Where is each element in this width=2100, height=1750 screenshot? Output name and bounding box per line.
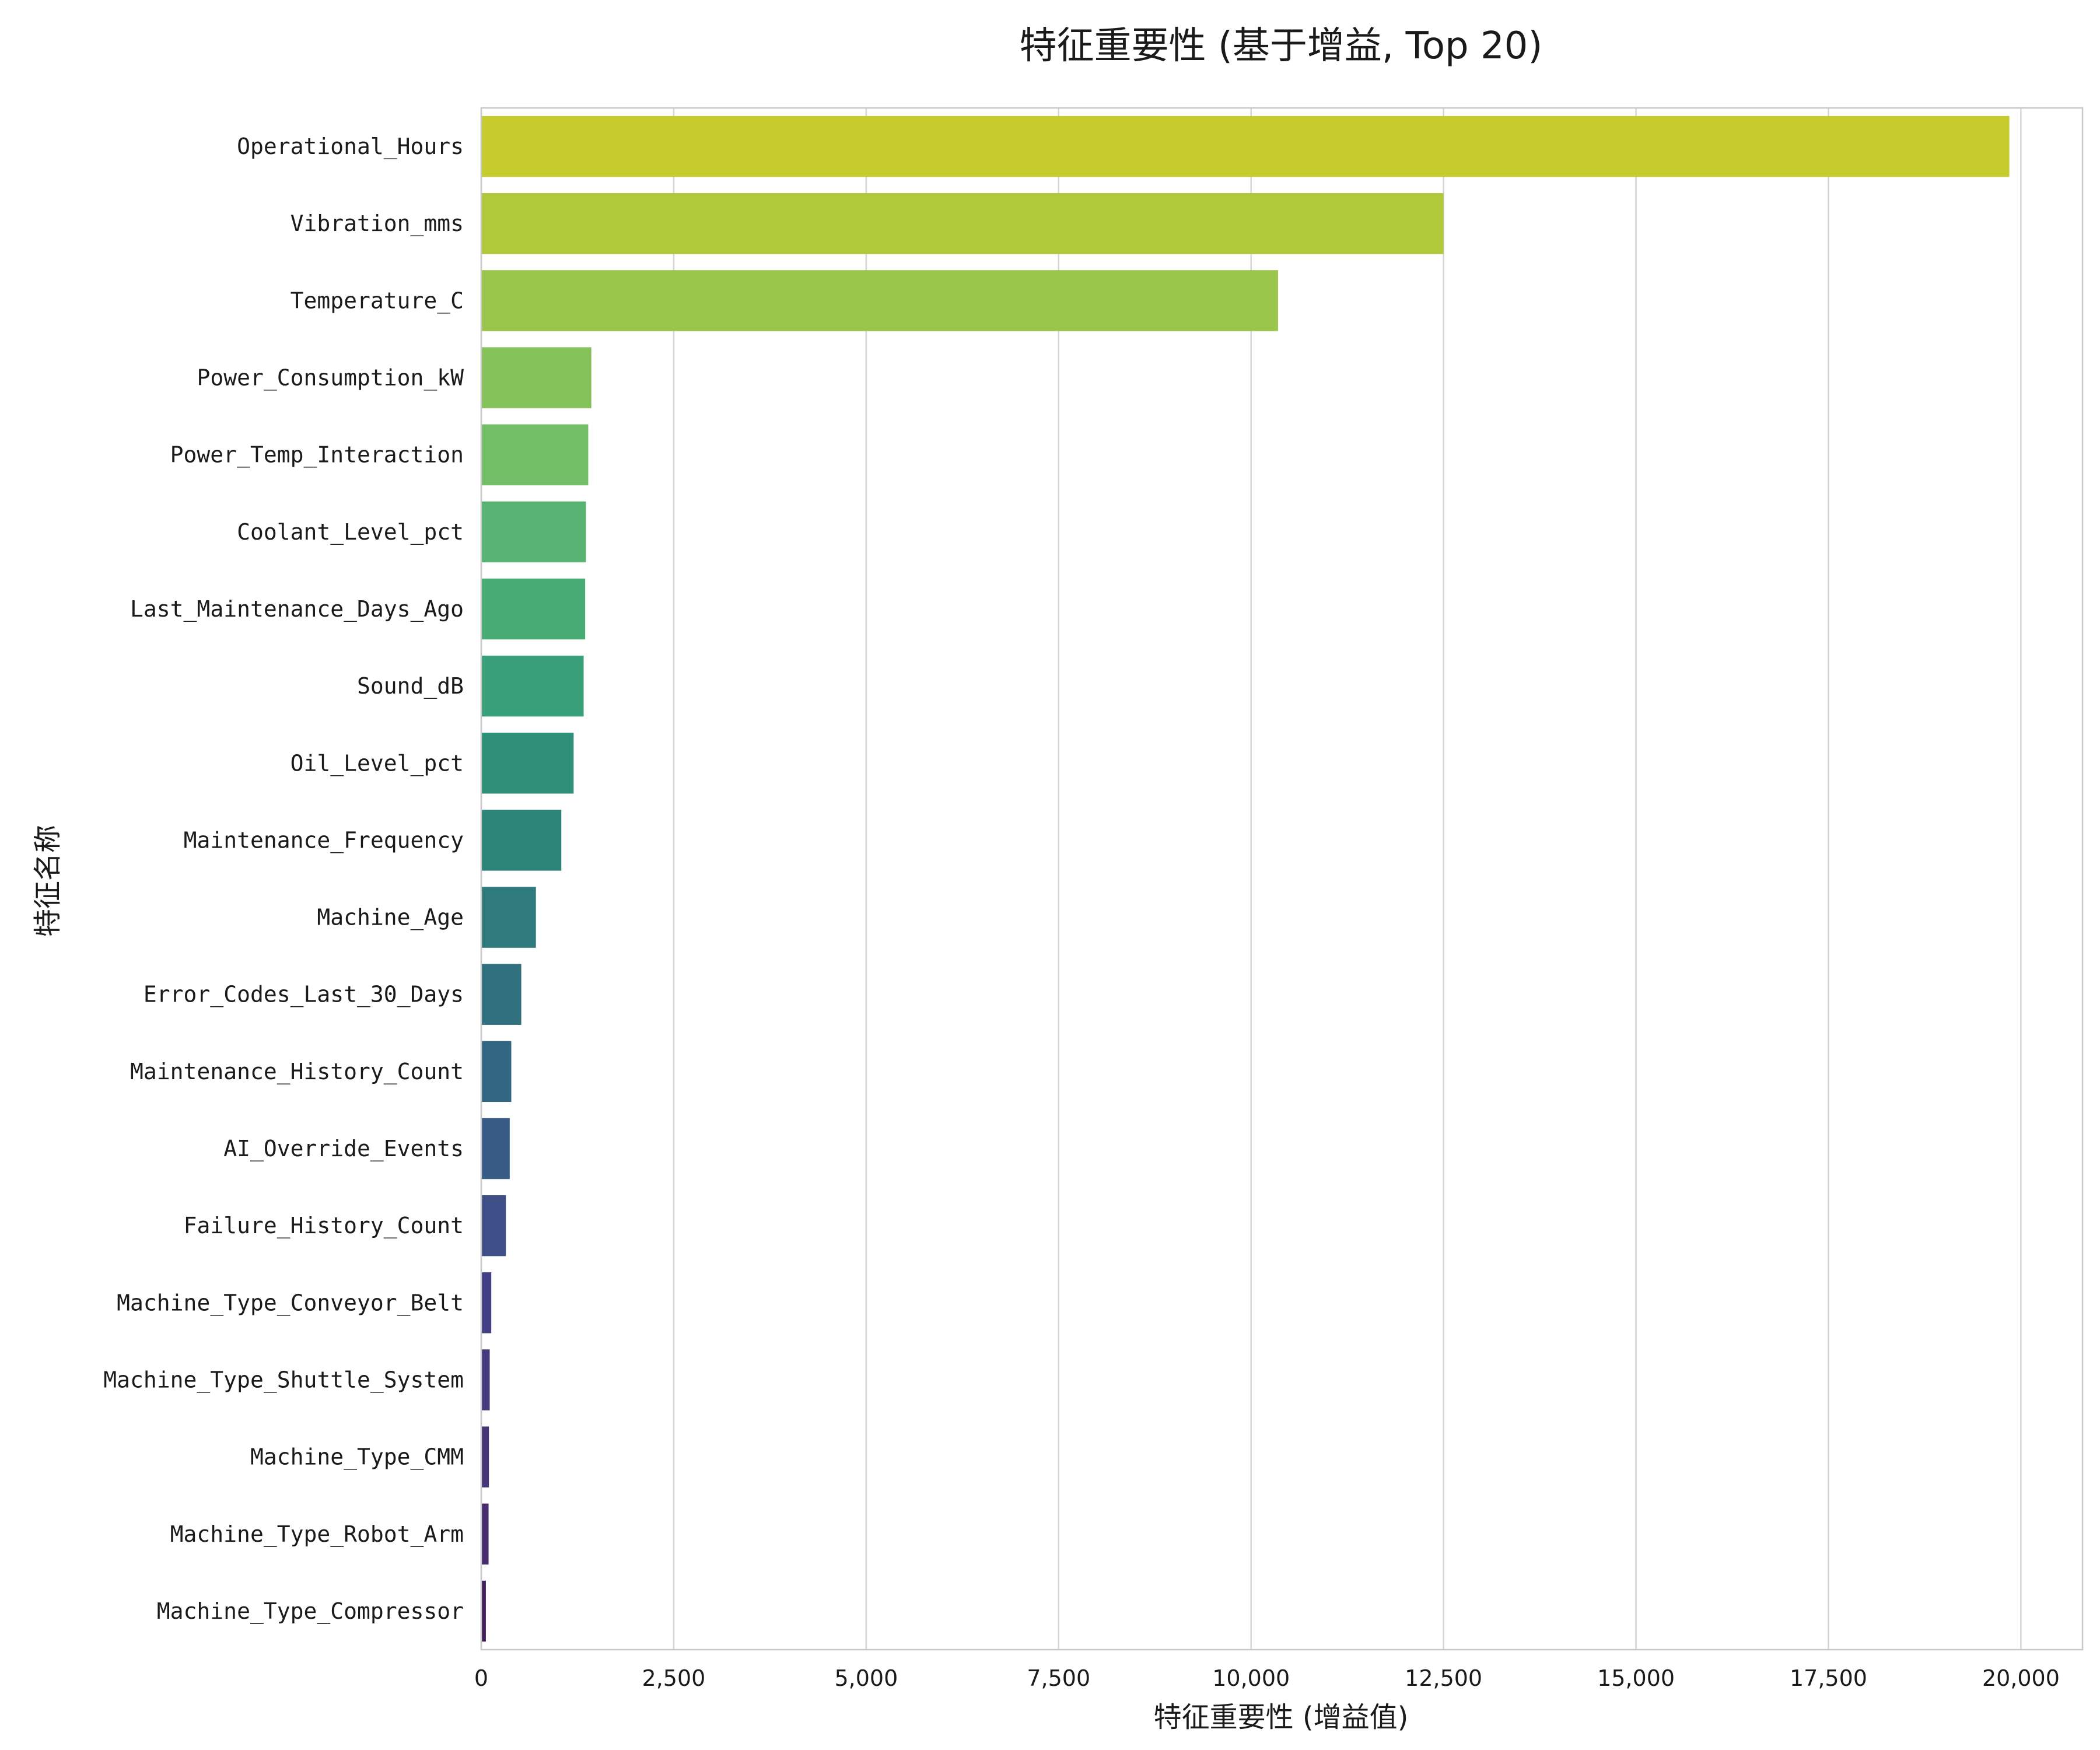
- bar-machine-type-shuttle-system: [481, 1349, 490, 1410]
- y-tick-label: Temperature_C: [290, 288, 464, 314]
- y-axis-label: 特征名称: [32, 825, 64, 937]
- x-axis-label: 特征重要性 (增益值): [1154, 1701, 1409, 1734]
- plot-frame: [480, 107, 2084, 1651]
- y-tick-label: Sound_dB: [357, 673, 464, 699]
- y-tick-label: Machine_Type_Compressor: [157, 1598, 464, 1625]
- bar-failure-history-count: [481, 1195, 506, 1256]
- y-tick-label: Machine_Type_CMM: [250, 1444, 464, 1471]
- y-tick-label: Power_Temp_Interaction: [170, 442, 464, 468]
- bar-sound-db: [481, 655, 584, 717]
- x-tick-label: 12,500: [1405, 1665, 1482, 1691]
- y-tick-label: Maintenance_History_Count: [130, 1059, 464, 1085]
- x-tick-labels: 0 2,500 5,000 7,500 10,000 12,500 15,000 17,500…: [474, 1665, 2060, 1691]
- y-tick-label: Last_Maintenance_Days_Ago: [130, 596, 464, 622]
- x-tick-label: 5,000: [834, 1665, 898, 1691]
- x-tick-label: 2,500: [642, 1665, 706, 1691]
- bar-power-consumption-kw: [481, 347, 592, 408]
- bar-temperature-c: [481, 270, 1278, 331]
- grid-lines: [480, 108, 2022, 1650]
- y-tick-label: Failure_History_Count: [184, 1213, 464, 1239]
- bar-vibration-mms: [481, 193, 1444, 254]
- y-tick-label: Coolant_Level_pct: [237, 519, 464, 545]
- bar-machine-age: [481, 887, 536, 948]
- y-tick-label: Machine_Age: [317, 905, 464, 931]
- y-tick-label: Error_Codes_Last_30_Days: [144, 982, 464, 1008]
- bar-error-codes-last-30-days: [481, 964, 522, 1025]
- chart-title: 特征重要性 (基于增益, Top 20): [1020, 24, 1543, 68]
- y-tick-label: Vibration_mms: [290, 211, 464, 237]
- y-tick-label: Operational_Hours: [237, 134, 464, 160]
- bar-operational-hours: [481, 116, 2010, 177]
- bar-coolant-level-pct: [481, 501, 586, 563]
- y-tick-label: Machine_Type_Shuttle_System: [103, 1367, 464, 1393]
- bars: [481, 116, 2010, 1642]
- bar-machine-type-conveyor-belt: [481, 1272, 492, 1334]
- y-tick-label: AI_Override_Events: [223, 1136, 464, 1162]
- x-tick-label: 17,500: [1790, 1665, 1867, 1691]
- y-tick-labels: Operational_Hours Vibration_mms Temperatur…: [103, 134, 464, 1625]
- bar-oil-level-pct: [481, 733, 574, 794]
- x-tick-label: 15,000: [1597, 1665, 1675, 1691]
- bar-ai-override-events: [481, 1118, 510, 1180]
- y-tick-label: Maintenance_Frequency: [184, 827, 464, 853]
- bar-maintenance-history-count: [481, 1041, 512, 1102]
- bar-last-maintenance-days-ago: [481, 578, 586, 640]
- y-tick-label: Power_Consumption_kW: [197, 365, 464, 391]
- bar-machine-type-cmm: [481, 1426, 489, 1488]
- bar-machine-type-compressor: [481, 1580, 486, 1642]
- bar-machine-type-robot-arm: [481, 1503, 489, 1564]
- bar-maintenance-frequency: [481, 810, 562, 871]
- bar-power-temp-interaction: [481, 424, 589, 485]
- y-tick-label: Oil_Level_pct: [290, 750, 464, 776]
- x-tick-label: 10,000: [1212, 1665, 1290, 1691]
- y-tick-label: Machine_Type_Conveyor_Belt: [117, 1290, 464, 1316]
- y-tick-label: Machine_Type_Robot_Arm: [170, 1521, 464, 1548]
- x-tick-label: 7,500: [1027, 1665, 1090, 1691]
- x-tick-label: 20,000: [1982, 1665, 2060, 1691]
- x-tick-label: 0: [474, 1665, 488, 1691]
